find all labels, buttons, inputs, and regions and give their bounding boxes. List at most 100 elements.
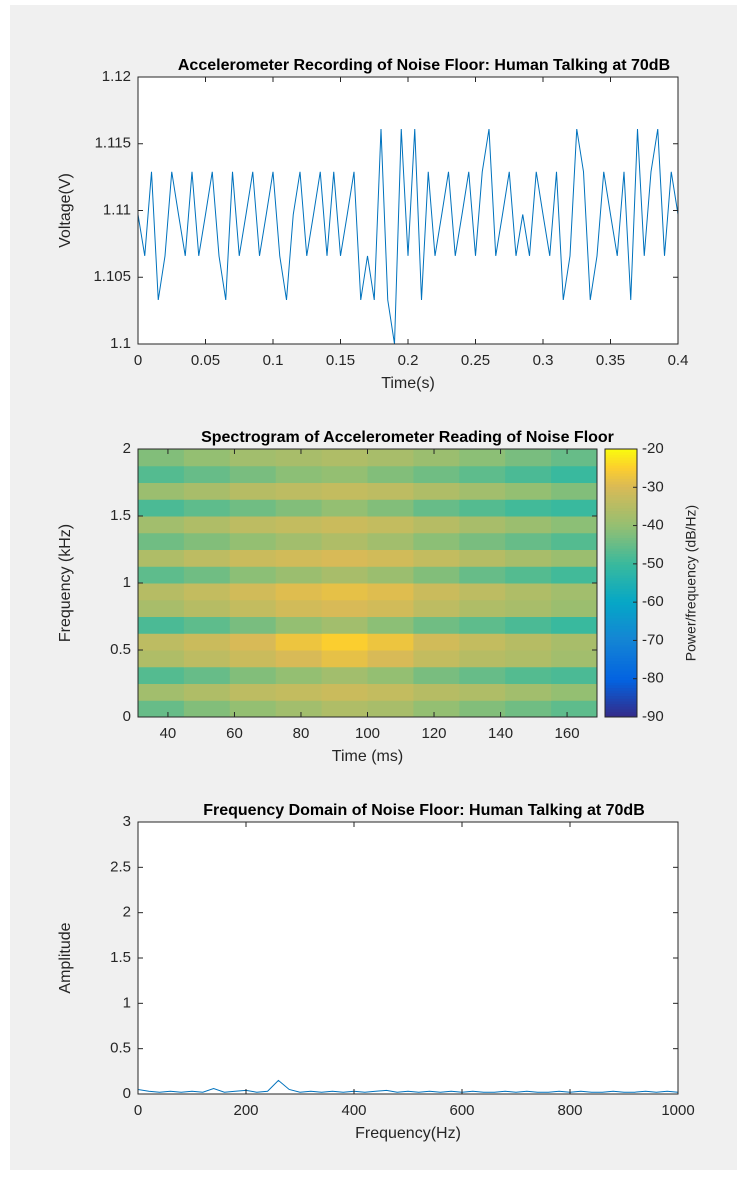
plot-marks	[138, 449, 597, 717]
heat-cell	[551, 449, 597, 467]
y-tick-label: 1	[123, 994, 131, 1011]
heat-cell	[367, 465, 414, 483]
y-tick-label: 2.5	[110, 858, 131, 875]
heat-cell	[138, 666, 185, 684]
heat-cell	[138, 516, 185, 534]
heat-cell	[275, 633, 323, 651]
colorbar-swatch	[605, 591, 637, 595]
heat-cell	[551, 465, 597, 483]
colorbar-swatch	[605, 633, 637, 638]
colorbar-swatch	[605, 636, 637, 640]
colorbar-swatch	[605, 663, 637, 667]
heat-cell	[551, 616, 597, 634]
y-tick-label: 1.5	[110, 949, 131, 966]
x-tick-label: 400	[341, 1102, 366, 1119]
heat-cell	[321, 599, 368, 617]
colorbar-tick-label: -70	[642, 631, 664, 648]
x-tick-label: 0.35	[596, 352, 625, 369]
heat-cell	[321, 666, 368, 684]
colorbar-swatch	[605, 483, 637, 488]
heat-cell	[413, 650, 460, 668]
colorbar-tick-label: -50	[642, 555, 664, 572]
x-tick-label: 0.25	[461, 352, 490, 369]
heat-cell	[321, 499, 368, 517]
heat-cell	[275, 566, 323, 584]
heat-cell	[413, 499, 460, 517]
colorbar-tick-label: -90	[642, 708, 664, 725]
heat-cell	[367, 516, 414, 534]
heat-cell	[367, 633, 414, 651]
heat-cell	[505, 516, 552, 534]
heat-cell	[138, 499, 185, 517]
heat-cell	[413, 516, 460, 534]
heat-cell	[321, 616, 368, 634]
y-tick-label: 0.5	[110, 1040, 131, 1057]
heat-cell	[505, 583, 552, 601]
colorbar-swatch	[605, 462, 637, 466]
y-tick-label: 1	[123, 574, 131, 591]
heat-cell	[321, 700, 368, 717]
colorbar-swatch	[605, 687, 637, 691]
heat-cell	[413, 683, 460, 701]
heat-cell	[413, 532, 460, 550]
colorbar-swatch	[605, 714, 637, 718]
colorbar-swatch	[605, 564, 637, 568]
heat-cell	[138, 683, 185, 701]
colorbar-swatch	[605, 684, 637, 689]
colorbar-swatch	[605, 558, 637, 563]
colorbar-swatch	[605, 601, 637, 605]
heat-cell	[413, 700, 460, 717]
colorbar-swatch	[605, 518, 637, 522]
colorbar-swatch	[605, 486, 637, 490]
heat-cell	[367, 583, 414, 601]
colorbar-swatch	[605, 580, 637, 584]
heat-cell	[505, 499, 552, 517]
heat-cell	[183, 566, 231, 584]
x-axis-label: Time(s)	[381, 375, 435, 392]
heat-cell	[138, 599, 185, 617]
heat-cell	[367, 482, 414, 500]
colorbar-swatch	[605, 706, 637, 710]
heat-cell	[505, 449, 552, 467]
x-tick-label: 0.2	[398, 352, 419, 369]
x-tick-label: 160	[555, 725, 580, 742]
colorbar-swatch	[605, 612, 637, 616]
heat-cell	[551, 599, 597, 617]
heat-cell	[459, 516, 506, 534]
heat-cell	[551, 566, 597, 584]
colorbar-swatch	[605, 497, 637, 501]
x-tick-label: 0.15	[326, 352, 355, 369]
heat-cell	[505, 700, 552, 717]
heat-cell	[275, 532, 323, 550]
colorbar-swatch	[605, 671, 637, 675]
x-tick-label: 200	[233, 1102, 258, 1119]
heat-cell	[275, 700, 323, 717]
heat-cell	[275, 583, 323, 601]
y-axis-label: Voltage(V)	[57, 173, 74, 248]
plot-marks	[138, 128, 678, 344]
heat-cell	[367, 549, 414, 567]
heat-cell	[321, 549, 368, 567]
heat-cell	[459, 566, 506, 584]
heat-cell	[183, 516, 231, 534]
colorbar-swatch	[605, 628, 637, 632]
heat-cell	[229, 650, 277, 668]
colorbar-swatch	[605, 572, 637, 576]
colorbar-swatch	[605, 708, 637, 713]
heat-cell	[413, 449, 460, 467]
colorbar-swatch	[605, 698, 637, 702]
heat-cell	[551, 532, 597, 550]
x-tick-label: 0	[134, 1102, 142, 1119]
heat-cell	[229, 599, 277, 617]
colorbar-swatch	[605, 542, 637, 546]
colorbar-swatch	[605, 499, 637, 504]
heat-cell	[459, 633, 506, 651]
heat-cell	[138, 650, 185, 668]
colorbar-swatch	[605, 692, 637, 697]
heat-cell	[275, 599, 323, 617]
heat-cell	[229, 532, 277, 550]
colorbar-swatch	[605, 540, 637, 544]
heat-cell	[229, 683, 277, 701]
x-tick-label: 0.1	[263, 352, 284, 369]
heat-cell	[551, 516, 597, 534]
